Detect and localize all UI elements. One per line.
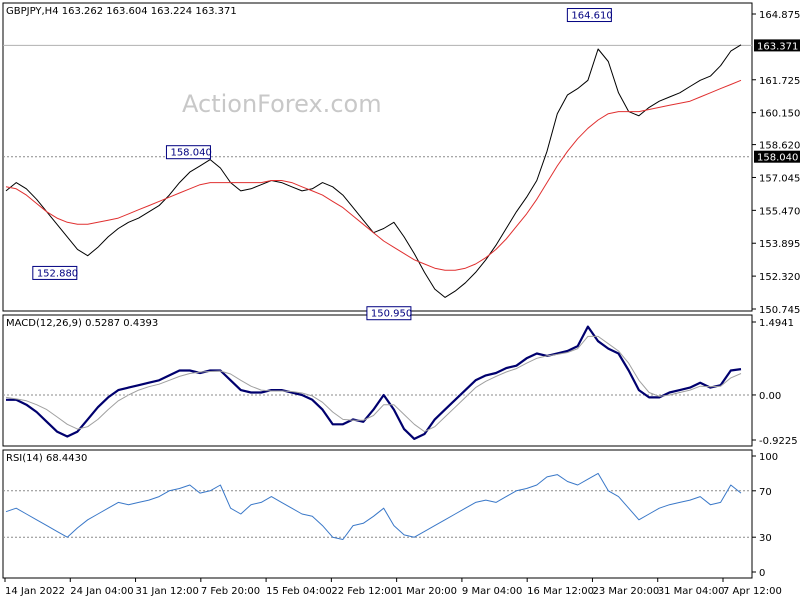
x-tick-label: 7 Feb 20:00 bbox=[201, 586, 260, 597]
x-tick-label: 1 Mar 20:00 bbox=[397, 586, 457, 597]
y-tick-label: 161.725 bbox=[759, 76, 800, 87]
macd-series-macd bbox=[6, 325, 742, 440]
y-tick-label: 0 bbox=[759, 568, 765, 579]
y-tick-label: 158.620 bbox=[759, 141, 800, 152]
x-tick-label: 7 Apr 12:00 bbox=[723, 586, 782, 597]
y-tick-label: 160.150 bbox=[759, 109, 800, 120]
annotation-box bbox=[165, 145, 211, 160]
x-tick-label: 31 Jan 12:00 bbox=[136, 586, 199, 597]
x-tick-label: 9 Mar 04:00 bbox=[462, 586, 522, 597]
annotation-box bbox=[366, 306, 412, 321]
annotation-label: 152.880 bbox=[37, 268, 78, 279]
y-tick-label: 152.320 bbox=[759, 272, 800, 283]
level-price-label: 158.040 bbox=[757, 153, 798, 164]
rsi-series-rsi bbox=[5, 472, 742, 540]
y-tick-label: 157.045 bbox=[759, 173, 800, 184]
annotation-box bbox=[566, 8, 612, 23]
x-tick-label: 16 Mar 12:00 bbox=[527, 586, 594, 597]
y-tick-label: 164.875 bbox=[759, 10, 800, 21]
panel-header-price: GBPJPY,H4 163.262 163.604 163.224 163.37… bbox=[6, 6, 237, 17]
y-tick-label: 1.4941 bbox=[759, 318, 794, 329]
price-series-moving-average bbox=[5, 79, 742, 271]
y-tick-label: 150.745 bbox=[759, 305, 800, 316]
y-tick-label: 30 bbox=[759, 533, 772, 544]
annotation-label: 164.610 bbox=[571, 11, 612, 22]
x-tick-label: 15 Feb 04:00 bbox=[266, 586, 332, 597]
panel-header-rsi: RSI(14) 68.4430 bbox=[6, 453, 87, 464]
y-tick-label: -0.9225 bbox=[759, 436, 798, 447]
annotation-label: 158.040 bbox=[170, 148, 211, 159]
y-tick-label: 155.470 bbox=[759, 206, 800, 217]
price-series-close bbox=[5, 44, 742, 298]
x-tick-label: 24 Jan 04:00 bbox=[70, 586, 133, 597]
x-tick-label: 31 Mar 04:00 bbox=[658, 586, 725, 597]
level-price-tag bbox=[754, 150, 800, 163]
x-tick-label: 14 Jan 2022 bbox=[5, 586, 65, 597]
y-tick-label: 153.895 bbox=[759, 239, 800, 250]
panel-header-macd: MACD(12,26,9) 0.5287 0.4393 bbox=[6, 318, 158, 329]
annotation-label: 150.950 bbox=[371, 309, 412, 320]
x-tick-label: 22 Feb 12:00 bbox=[331, 586, 397, 597]
annotation-box bbox=[32, 265, 78, 280]
panel-frame-rsi bbox=[2, 449, 753, 579]
y-tick-label: 70 bbox=[759, 487, 772, 498]
macd-series-signal bbox=[5, 335, 742, 433]
x-tick-label: 23 Mar 20:00 bbox=[592, 586, 659, 597]
current-price-label: 163.371 bbox=[757, 41, 798, 52]
y-tick-label: 0.00 bbox=[759, 391, 781, 402]
watermark: ActionForex.com bbox=[182, 90, 382, 118]
current-price-tag bbox=[754, 39, 800, 52]
y-tick-label: 100 bbox=[759, 452, 778, 463]
